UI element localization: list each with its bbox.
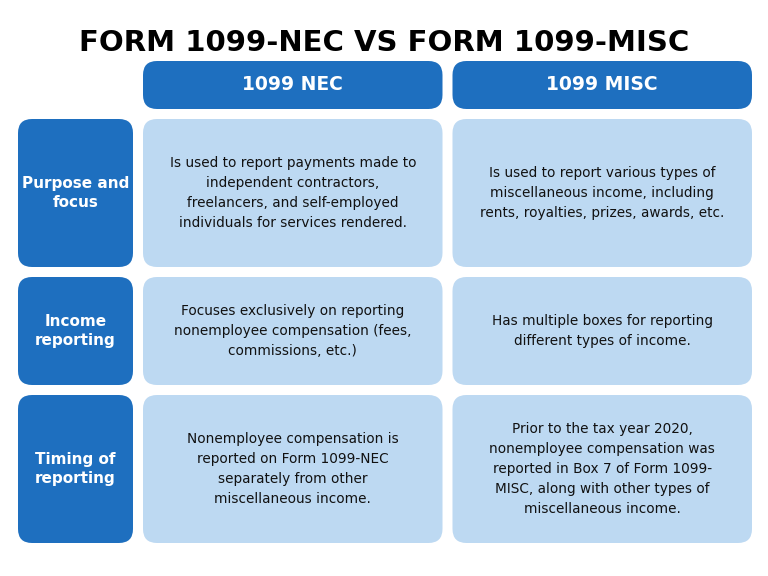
FancyBboxPatch shape (452, 119, 752, 267)
FancyBboxPatch shape (143, 119, 442, 267)
Text: Timing of
reporting: Timing of reporting (35, 452, 116, 486)
FancyBboxPatch shape (452, 277, 752, 385)
FancyBboxPatch shape (18, 119, 133, 267)
FancyBboxPatch shape (18, 395, 133, 543)
Text: Income
reporting: Income reporting (35, 313, 116, 348)
Text: 1099 NEC: 1099 NEC (243, 75, 343, 94)
Text: Is used to report various types of
miscellaneous income, including
rents, royalt: Is used to report various types of misce… (480, 166, 724, 220)
Text: Nonemployee compensation is
reported on Form 1099-NEC
separately from other
misc: Nonemployee compensation is reported on … (187, 432, 399, 506)
Text: Purpose and
focus: Purpose and focus (22, 176, 129, 210)
Text: Prior to the tax year 2020,
nonemployee compensation was
reported in Box 7 of Fo: Prior to the tax year 2020, nonemployee … (489, 422, 715, 516)
Text: Is used to report payments made to
independent contractors,
freelancers, and sel: Is used to report payments made to indep… (170, 156, 416, 230)
FancyBboxPatch shape (143, 277, 442, 385)
Text: 1099 MISC: 1099 MISC (547, 75, 658, 94)
Text: Has multiple boxes for reporting
different types of income.: Has multiple boxes for reporting differe… (492, 314, 713, 348)
FancyBboxPatch shape (143, 395, 442, 543)
FancyBboxPatch shape (143, 61, 442, 109)
FancyBboxPatch shape (452, 61, 752, 109)
Text: Focuses exclusively on reporting
nonemployee compensation (fees,
commissions, et: Focuses exclusively on reporting nonempl… (174, 304, 412, 358)
FancyBboxPatch shape (18, 277, 133, 385)
FancyBboxPatch shape (452, 395, 752, 543)
Text: FORM 1099-NEC VS FORM 1099-MISC: FORM 1099-NEC VS FORM 1099-MISC (79, 29, 689, 57)
